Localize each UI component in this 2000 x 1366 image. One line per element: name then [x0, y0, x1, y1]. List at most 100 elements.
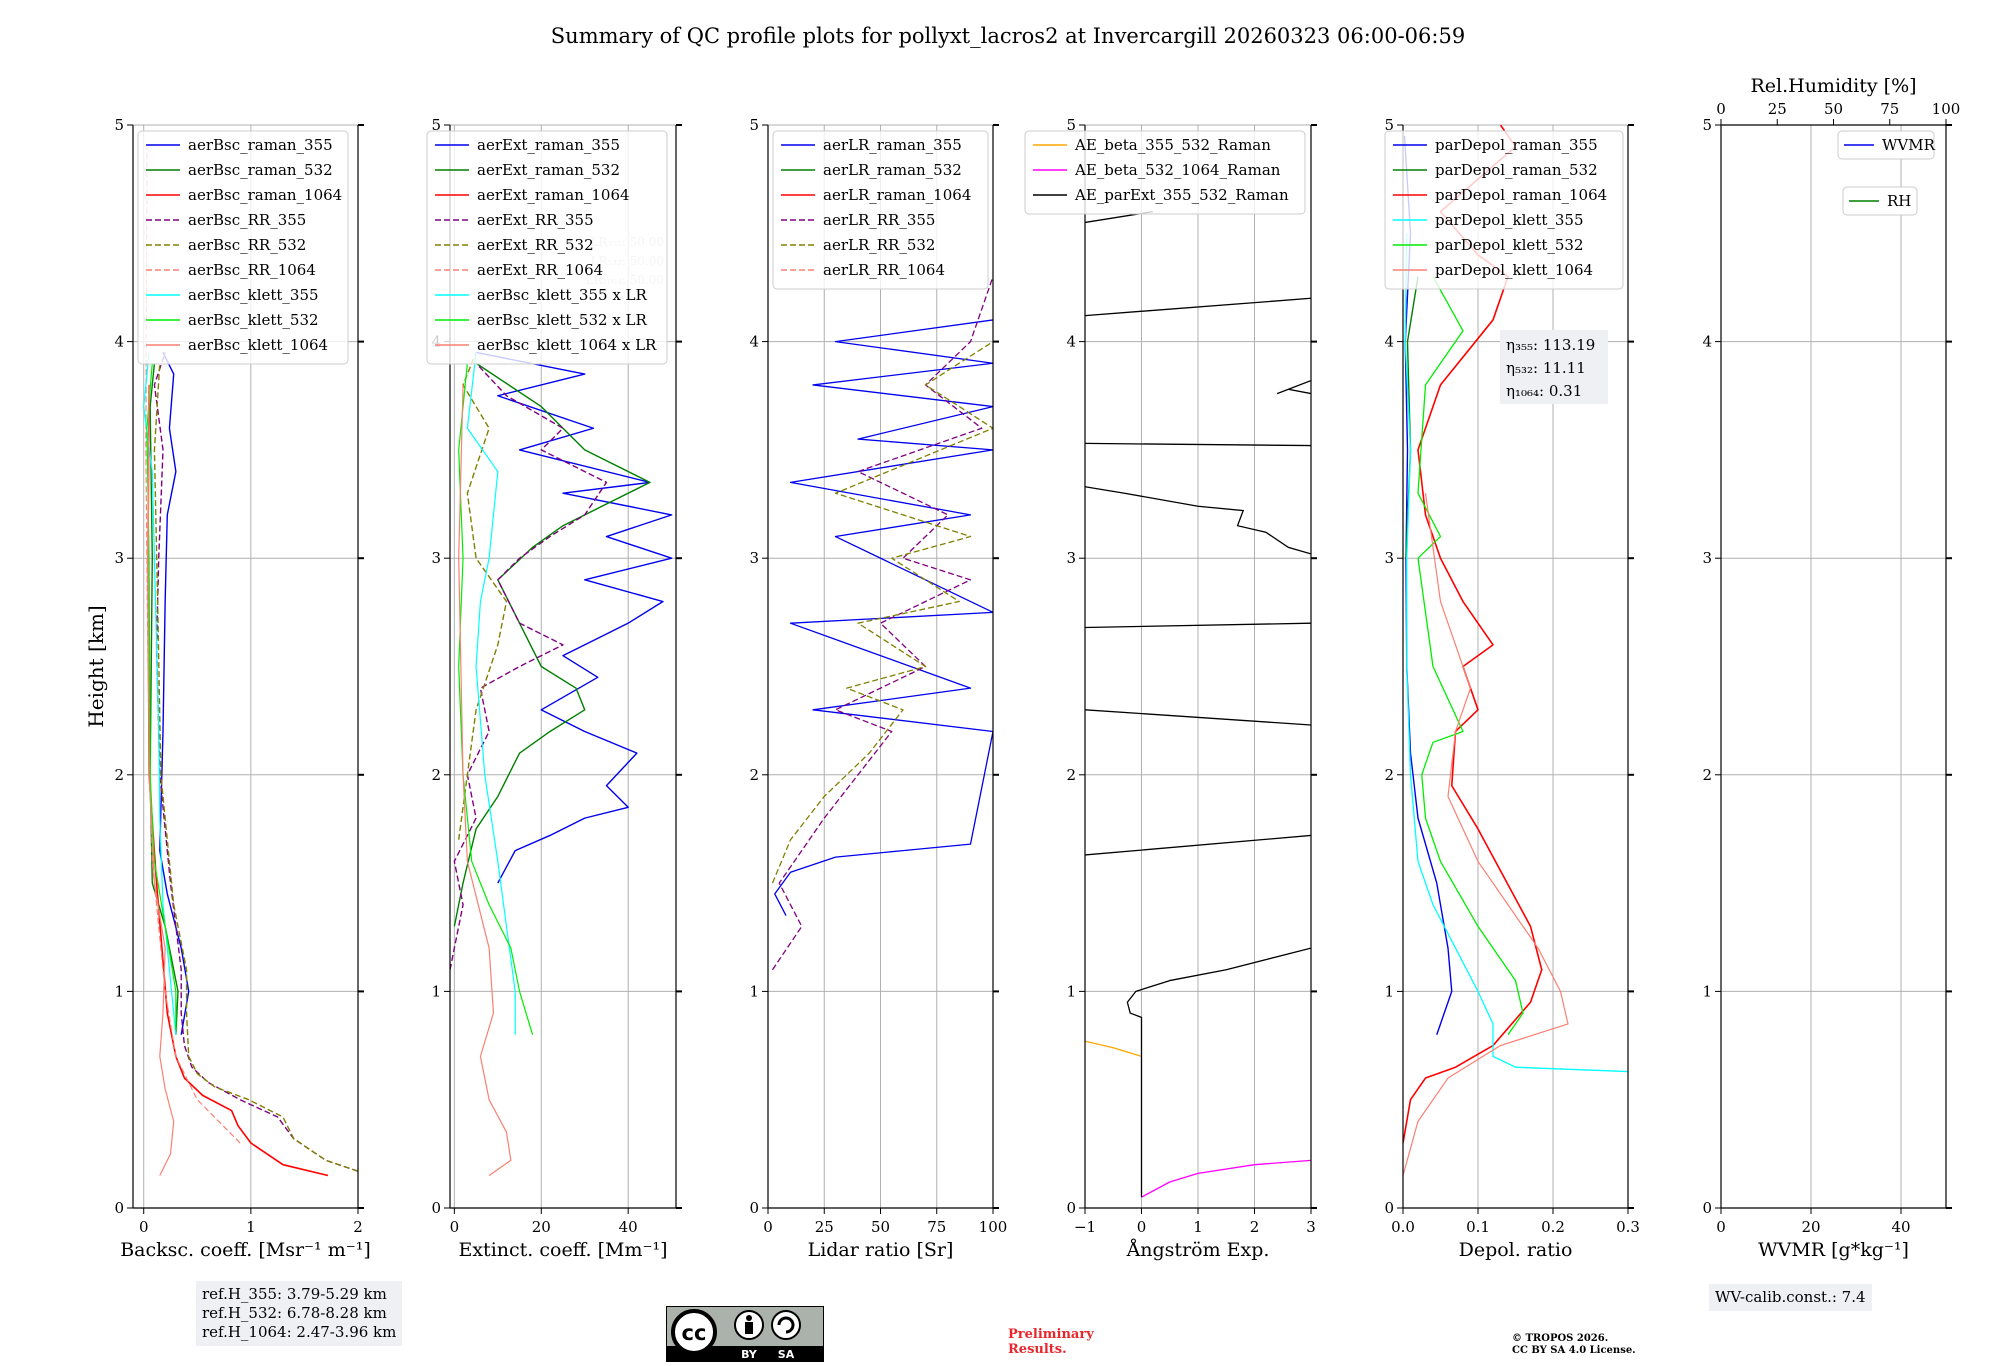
y-tick-label: 1 [1702, 982, 1712, 1000]
legend-label: aerLR_RR_1064 [823, 261, 945, 279]
legend-label: AE_beta_532_1064_Raman [1074, 161, 1281, 179]
top-tick-label: 50 [1824, 100, 1843, 118]
legend-label: aerLR_RR_355 [823, 211, 935, 229]
angstrom-segment [1085, 622, 1311, 629]
y-tick-label: 0 [1066, 1199, 1076, 1217]
series-aerLR_raman_355 [774, 319, 993, 916]
copyright-line-2: CC BY SA 4.0 License. [1512, 1345, 1636, 1356]
legend-label: parDepol_raman_355 [1435, 136, 1598, 154]
y-tick-label: 3 [114, 549, 124, 567]
x-tick-label: 20 [1801, 1218, 1820, 1236]
preliminary-line-2: Results. [1008, 1342, 1067, 1357]
series-aerExt_raman_532 [453, 362, 651, 927]
legend-label: parDepol_raman_1064 [1435, 186, 1607, 204]
series-aerLR_RR_355 [771, 276, 993, 971]
y-tick-label: 1 [431, 982, 441, 1000]
y-tick-label: 5 [1384, 116, 1394, 134]
x-axis-label: Backsc. coeff. [Msr⁻¹ m⁻¹] [120, 1239, 371, 1261]
series-AE_beta_532_1064_Raman [1141, 1159, 1311, 1198]
x-tick-label: 0.1 [1466, 1218, 1490, 1236]
legend-label: aerLR_raman_355 [823, 136, 962, 154]
legend-label: aerBsc_klett_355 [188, 286, 319, 304]
x-tick-label: 0 [450, 1218, 460, 1236]
angstrom-segment [1085, 834, 1311, 856]
x-axis-label: WVMR [g*kg⁻¹] [1758, 1239, 1909, 1261]
legend-label: aerLR_RR_532 [823, 236, 935, 254]
x-axis-label: Ångström Exp. [1126, 1239, 1270, 1261]
x-tick-label: −1 [1074, 1218, 1096, 1236]
y-tick-label: 1 [749, 982, 759, 1000]
x-tick-label: 2 [1250, 1218, 1260, 1236]
angstrom-segment [1085, 709, 1311, 726]
y-tick-label: 0 [749, 1199, 759, 1217]
x-tick-label: 25 [815, 1218, 834, 1236]
eta-label: η₅₃₂: 11.11 [1506, 359, 1586, 377]
top-tick-label: 25 [1768, 100, 1787, 118]
legend-label: aerBsc_raman_1064 [188, 186, 342, 204]
legend-box [1384, 130, 1624, 290]
legend-label: AE_beta_355_532_Raman [1074, 136, 1271, 154]
y-tick-label: 5 [1702, 116, 1712, 134]
legend-box [1024, 130, 1306, 215]
x-tick-label: 3 [1306, 1218, 1316, 1236]
series-aerBsc_klett_532 x LR [458, 363, 534, 1035]
x-axis-label: Extinct. coeff. [Mm⁻¹] [458, 1239, 667, 1261]
y-tick-label: 4 [114, 333, 124, 351]
x-tick-label: 1 [246, 1218, 256, 1236]
angstrom-segment [1085, 442, 1311, 447]
legend-label: parDepol_klett_1064 [1435, 261, 1593, 279]
series-aerBsc_klett_355 [143, 352, 177, 1035]
legend-box [1842, 186, 1918, 216]
y-tick-label: 3 [1066, 549, 1076, 567]
series-aerExt_raman_355 [475, 351, 673, 884]
legend-label: aerBsc_RR_532 [188, 236, 306, 254]
y-tick-label: 5 [431, 116, 441, 134]
legend-label: parDepol_klett_532 [1435, 236, 1584, 254]
legend-label: aerExt_RR_532 [477, 236, 594, 254]
preliminary-line-1: Preliminary [1008, 1327, 1094, 1342]
series-aerBsc_raman_355 [159, 352, 190, 1035]
y-tick-label: 0 [1384, 1199, 1394, 1217]
angstrom-segment [1085, 486, 1311, 555]
y-axis-label: Height [km] [84, 605, 108, 727]
y-tick-label: 5 [114, 116, 124, 134]
y-tick-label: 4 [1384, 333, 1394, 351]
angstrom-segment [1085, 297, 1311, 317]
series-aerBsc_klett_532 [146, 363, 177, 1031]
series-parDepol_klett_532 [1417, 276, 1524, 1036]
preliminary-results: Preliminary Results. [1008, 1327, 1094, 1357]
angstrom-segment [1276, 379, 1311, 395]
legend-label: aerExt_raman_532 [477, 161, 620, 179]
panel-depol: 0 1 2 3 4 5 0.0 0.1 0.2 0.3 Depol. ratio parDepol_r… [1384, 116, 1639, 1261]
series-aerBsc_raman_1064 [147, 384, 329, 1177]
y-tick-label: 1 [1384, 982, 1394, 1000]
y-tick-label: 2 [1702, 766, 1712, 784]
cc-license-badge: cc BY SA [666, 1306, 824, 1366]
legend-label: aerBsc_klett_532 x LR [477, 311, 648, 329]
panel-backscatter: 0 1 2 3 4 5 0 1 2 Backsc. coeff. [Msr⁻¹ m⁻¹] Heigh… [84, 116, 371, 1261]
y-tick-label: 2 [1384, 766, 1394, 784]
legend-label: aerExt_RR_355 [477, 211, 594, 229]
series-aerLR_RR_532 [771, 341, 993, 884]
legend-label: parDepol_klett_355 [1435, 211, 1584, 229]
x-tick-label: 0.2 [1541, 1218, 1565, 1236]
legend-label: aerBsc_klett_1064 [188, 336, 328, 354]
legend-box [772, 130, 989, 290]
reference-heights-box: ref.H_355: 3.79-5.29 km ref.H_532: 6.78-… [196, 1281, 403, 1346]
legend-label: aerBsc_klett_1064 x LR [477, 336, 657, 354]
y-tick-label: 5 [749, 116, 759, 134]
legend-box [426, 130, 668, 365]
cc-by-sa-icon: cc BY SA [666, 1306, 824, 1362]
y-tick-label: 2 [749, 766, 759, 784]
ref-height-355: ref.H_355: 3.79-5.29 km [202, 1285, 387, 1303]
legend-label: aerBsc_klett_355 x LR [477, 286, 648, 304]
legend-label: aerLR_raman_1064 [823, 186, 971, 204]
series-aerExt_RR_355 [450, 362, 608, 970]
legend-label: aerBsc_RR_355 [188, 211, 306, 229]
legend-label: aerBsc_raman_355 [188, 136, 333, 154]
y-tick-label: 4 [1066, 333, 1076, 351]
eta-label: η₃₅₅: 113.19 [1506, 336, 1595, 354]
